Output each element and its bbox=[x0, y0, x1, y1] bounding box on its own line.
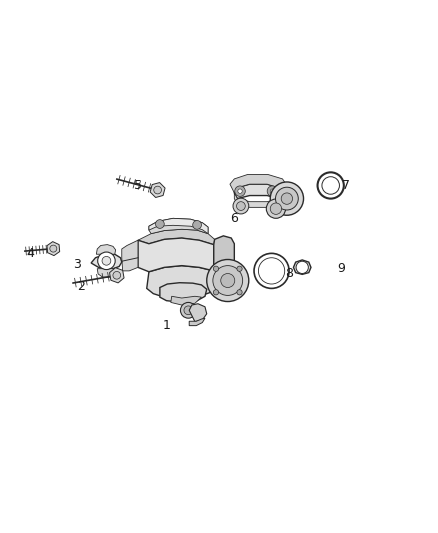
Circle shape bbox=[267, 186, 278, 197]
Circle shape bbox=[50, 245, 57, 252]
Circle shape bbox=[221, 273, 235, 287]
Text: 6: 6 bbox=[230, 212, 238, 225]
Polygon shape bbox=[214, 236, 234, 274]
Circle shape bbox=[237, 289, 242, 295]
Text: 9: 9 bbox=[338, 262, 346, 275]
Circle shape bbox=[155, 220, 164, 229]
Circle shape bbox=[235, 186, 245, 197]
Text: 2: 2 bbox=[77, 280, 85, 293]
Polygon shape bbox=[189, 318, 205, 326]
Text: 7: 7 bbox=[342, 179, 350, 192]
Circle shape bbox=[213, 265, 243, 295]
Polygon shape bbox=[278, 185, 287, 204]
Polygon shape bbox=[189, 304, 207, 322]
Circle shape bbox=[154, 186, 162, 194]
Polygon shape bbox=[122, 240, 138, 271]
Circle shape bbox=[237, 266, 242, 271]
Polygon shape bbox=[147, 265, 214, 298]
Polygon shape bbox=[171, 296, 201, 305]
Circle shape bbox=[237, 201, 245, 211]
Circle shape bbox=[213, 289, 219, 295]
Circle shape bbox=[233, 198, 249, 214]
Circle shape bbox=[193, 221, 201, 229]
Circle shape bbox=[276, 187, 298, 210]
Polygon shape bbox=[96, 245, 116, 254]
Circle shape bbox=[238, 189, 242, 193]
Polygon shape bbox=[149, 219, 208, 233]
Circle shape bbox=[184, 306, 193, 314]
Circle shape bbox=[266, 199, 286, 219]
Polygon shape bbox=[234, 184, 280, 199]
Circle shape bbox=[296, 261, 308, 273]
Circle shape bbox=[98, 252, 115, 270]
Polygon shape bbox=[150, 183, 165, 198]
Polygon shape bbox=[47, 241, 60, 256]
Polygon shape bbox=[230, 174, 287, 193]
Circle shape bbox=[213, 266, 219, 271]
Polygon shape bbox=[138, 229, 215, 245]
Polygon shape bbox=[293, 260, 311, 274]
Polygon shape bbox=[97, 269, 116, 278]
Text: 5: 5 bbox=[134, 179, 142, 192]
Polygon shape bbox=[234, 193, 280, 207]
Circle shape bbox=[281, 193, 293, 204]
Circle shape bbox=[270, 182, 304, 215]
Circle shape bbox=[270, 189, 275, 193]
Polygon shape bbox=[214, 270, 234, 293]
Circle shape bbox=[113, 271, 120, 279]
Circle shape bbox=[207, 260, 249, 302]
Text: 3: 3 bbox=[73, 258, 81, 271]
Circle shape bbox=[180, 302, 196, 318]
Polygon shape bbox=[149, 219, 208, 233]
Text: 4: 4 bbox=[27, 247, 35, 260]
Polygon shape bbox=[91, 254, 122, 269]
Circle shape bbox=[102, 256, 111, 265]
Polygon shape bbox=[160, 282, 207, 302]
Polygon shape bbox=[138, 238, 214, 272]
Circle shape bbox=[270, 203, 282, 214]
Text: 8: 8 bbox=[285, 266, 293, 280]
Polygon shape bbox=[110, 268, 124, 283]
Text: 1: 1 bbox=[162, 319, 170, 332]
